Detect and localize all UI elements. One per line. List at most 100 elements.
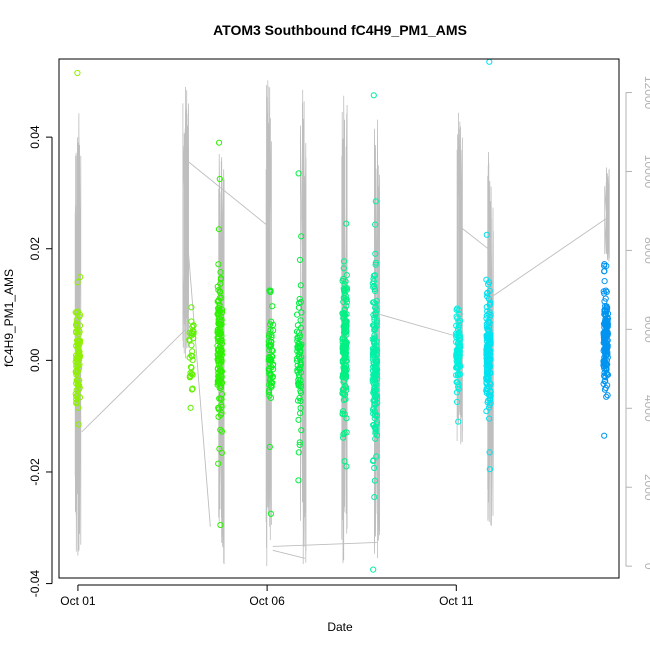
data-point bbox=[372, 425, 379, 432]
x-tick-label: Oct 11 bbox=[439, 594, 474, 608]
altitude-connector bbox=[376, 313, 461, 338]
data-point bbox=[216, 139, 223, 146]
data-point bbox=[340, 265, 347, 272]
data-point bbox=[604, 329, 611, 336]
data-point bbox=[266, 287, 273, 294]
data-point bbox=[487, 311, 494, 319]
data-point bbox=[373, 453, 380, 460]
data-point bbox=[371, 384, 378, 391]
data-point bbox=[339, 334, 346, 341]
data-point bbox=[214, 329, 221, 336]
data-point bbox=[297, 298, 304, 306]
data-point bbox=[267, 288, 274, 296]
data-point bbox=[294, 368, 301, 375]
altitude-connector bbox=[185, 218, 211, 527]
data-point bbox=[73, 399, 80, 406]
data-point bbox=[343, 415, 350, 422]
data-point bbox=[603, 262, 610, 269]
data-point bbox=[216, 445, 223, 452]
data-point bbox=[188, 352, 195, 359]
data-point bbox=[74, 404, 82, 411]
data-point bbox=[296, 439, 303, 446]
data-point bbox=[370, 299, 377, 306]
data-point bbox=[215, 261, 222, 268]
data-point bbox=[600, 360, 607, 367]
data-point bbox=[296, 256, 304, 263]
data-point bbox=[373, 322, 380, 329]
data-point bbox=[455, 324, 462, 331]
data-point bbox=[602, 329, 609, 336]
data-point bbox=[268, 332, 275, 339]
data-point bbox=[215, 320, 222, 327]
data-point bbox=[187, 404, 194, 411]
data-point bbox=[341, 341, 348, 349]
data-point bbox=[297, 369, 305, 376]
data-point bbox=[268, 318, 275, 325]
data-point bbox=[370, 566, 377, 573]
data-point bbox=[371, 494, 378, 501]
data-point bbox=[269, 379, 276, 386]
data-point bbox=[487, 333, 494, 340]
data-point bbox=[603, 317, 610, 324]
data-point bbox=[269, 303, 276, 310]
data-point bbox=[455, 307, 463, 314]
data-point bbox=[371, 316, 378, 323]
data-point bbox=[455, 370, 462, 377]
points-series bbox=[72, 58, 612, 573]
y-tick-label: 0.00 bbox=[28, 348, 42, 372]
data-point bbox=[483, 351, 490, 358]
data-point bbox=[340, 258, 348, 265]
data-point bbox=[297, 389, 305, 396]
data-point bbox=[372, 428, 379, 435]
data-point bbox=[370, 275, 377, 282]
data-point bbox=[298, 427, 305, 434]
data-point bbox=[483, 231, 490, 238]
plot-frame bbox=[58, 58, 620, 579]
data-point bbox=[602, 377, 609, 384]
data-point bbox=[601, 345, 609, 352]
data-point bbox=[215, 328, 222, 335]
data-point bbox=[372, 303, 379, 310]
data-point bbox=[372, 397, 379, 404]
y2-tick-label: 2000 bbox=[642, 474, 650, 501]
data-point bbox=[298, 354, 305, 361]
data-point bbox=[370, 92, 377, 99]
data-point bbox=[370, 458, 377, 465]
data-point bbox=[369, 280, 376, 287]
data-point bbox=[77, 273, 84, 281]
data-point bbox=[295, 170, 302, 177]
data-point bbox=[487, 347, 494, 354]
data-point bbox=[218, 309, 226, 316]
y2-tick-label: 12000 bbox=[642, 76, 650, 110]
data-point bbox=[455, 418, 462, 425]
data-point bbox=[339, 410, 346, 417]
data-point bbox=[188, 304, 195, 311]
data-point bbox=[297, 410, 304, 417]
data-point bbox=[295, 380, 302, 387]
data-point bbox=[265, 342, 272, 349]
data-point bbox=[266, 353, 273, 361]
data-point bbox=[76, 348, 83, 355]
data-point bbox=[371, 332, 378, 339]
data-point bbox=[295, 449, 302, 456]
data-point bbox=[485, 375, 492, 382]
data-point bbox=[453, 346, 460, 353]
data-point bbox=[372, 261, 379, 268]
data-point bbox=[75, 421, 82, 428]
data-point bbox=[371, 477, 378, 484]
data-point bbox=[340, 431, 347, 438]
data-point bbox=[371, 387, 378, 394]
data-point bbox=[215, 305, 222, 312]
data-point bbox=[486, 449, 493, 456]
data-point bbox=[483, 408, 490, 415]
data-point bbox=[372, 198, 379, 205]
data-point bbox=[339, 359, 346, 366]
altitude-connector bbox=[272, 549, 306, 559]
data-point bbox=[343, 272, 350, 279]
data-point bbox=[72, 309, 79, 316]
data-point bbox=[298, 233, 305, 240]
x-tick-label: Oct 01 bbox=[60, 594, 96, 608]
data-point bbox=[455, 363, 462, 370]
y2-tick-label: 4000 bbox=[642, 395, 650, 422]
